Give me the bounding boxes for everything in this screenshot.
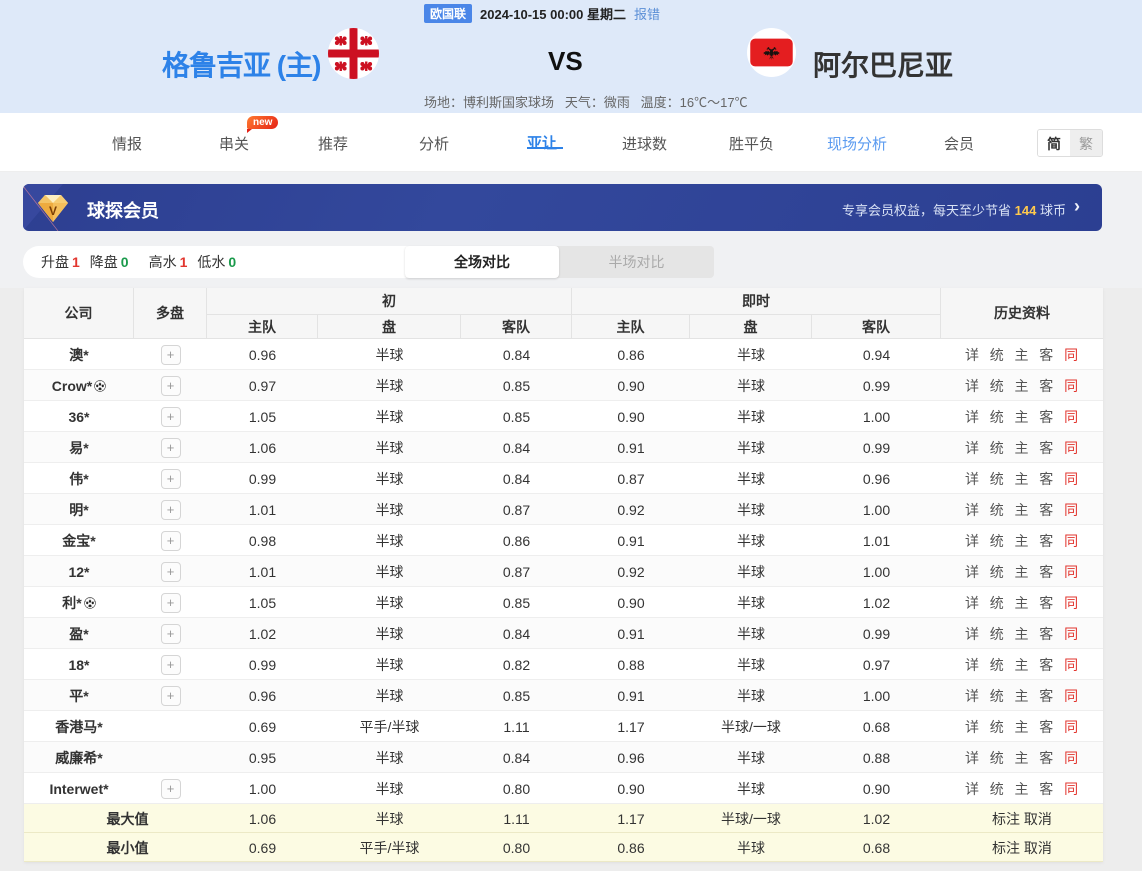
svg-text:V: V [49,204,57,218]
